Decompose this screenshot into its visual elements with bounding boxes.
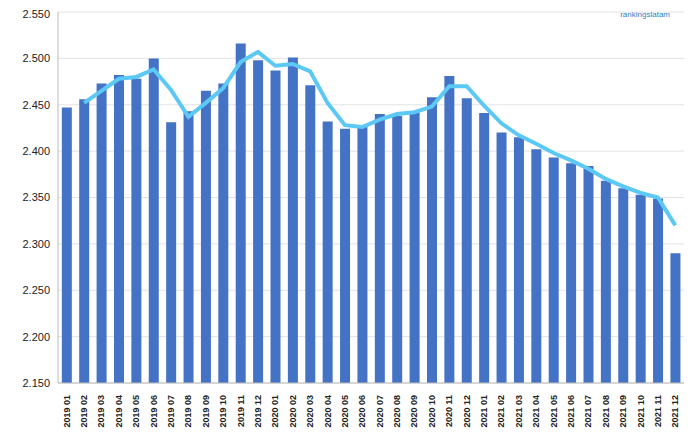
- svg-text:2020 05: 2020 05: [340, 395, 350, 428]
- svg-text:2019 10: 2019 10: [218, 395, 228, 428]
- svg-text:2019 12: 2019 12: [253, 395, 263, 428]
- svg-text:2.250: 2.250: [22, 284, 50, 296]
- svg-text:2019 01: 2019 01: [62, 395, 72, 428]
- svg-text:2019 06: 2019 06: [149, 395, 159, 428]
- svg-text:2020 09: 2020 09: [409, 395, 419, 428]
- svg-text:2019 03: 2019 03: [96, 395, 106, 428]
- svg-text:2021 12: 2021 12: [670, 395, 680, 428]
- svg-text:2019 09: 2019 09: [201, 395, 211, 428]
- svg-text:2020 10: 2020 10: [427, 395, 437, 428]
- svg-text:2020 12: 2020 12: [462, 395, 472, 428]
- svg-text:2.300: 2.300: [22, 238, 50, 250]
- svg-text:2019 07: 2019 07: [166, 395, 176, 428]
- svg-text:2.500: 2.500: [22, 52, 50, 64]
- svg-text:2.450: 2.450: [22, 99, 50, 111]
- svg-text:2019 11: 2019 11: [236, 395, 246, 427]
- svg-text:2.550: 2.550: [22, 8, 50, 20]
- svg-text:2021 06: 2021 06: [566, 395, 576, 428]
- svg-text:2021 01: 2021 01: [479, 395, 489, 428]
- svg-text:2.350: 2.350: [22, 191, 50, 203]
- svg-text:2.200: 2.200: [22, 331, 50, 343]
- svg-text:2.400: 2.400: [22, 145, 50, 157]
- svg-text:2020 08: 2020 08: [392, 395, 402, 428]
- svg-text:2021 11: 2021 11: [653, 395, 663, 427]
- svg-text:2020 02: 2020 02: [288, 395, 298, 428]
- svg-text:2020 11: 2020 11: [444, 395, 454, 427]
- svg-text:2021 03: 2021 03: [514, 395, 524, 428]
- html-text:rankingslatam: rankingslatam: [620, 10, 670, 19]
- svg-text:2021 05: 2021 05: [549, 395, 559, 428]
- svg-text:2021 10: 2021 10: [636, 395, 646, 428]
- svg-text:2021 02: 2021 02: [496, 395, 506, 428]
- svg-text:2019 04: 2019 04: [114, 395, 124, 428]
- svg-text:2019 05: 2019 05: [131, 395, 141, 428]
- svg-text:2020 07: 2020 07: [375, 395, 385, 428]
- svg-text:2.150: 2.150: [22, 377, 50, 389]
- svg-text:2020 06: 2020 06: [357, 395, 367, 428]
- svg-text:2021 04: 2021 04: [531, 395, 541, 428]
- svg-text:2020 04: 2020 04: [323, 395, 333, 428]
- svg-text:2019 08: 2019 08: [183, 395, 193, 428]
- svg-text:2019 02: 2019 02: [79, 395, 89, 428]
- svg-text:2021 09: 2021 09: [618, 395, 628, 428]
- svg-text:2021 07: 2021 07: [583, 395, 593, 428]
- svg-text:2020 01: 2020 01: [270, 395, 280, 428]
- svg-text:2021 08: 2021 08: [601, 395, 611, 428]
- svg-text:2020 03: 2020 03: [305, 395, 315, 428]
